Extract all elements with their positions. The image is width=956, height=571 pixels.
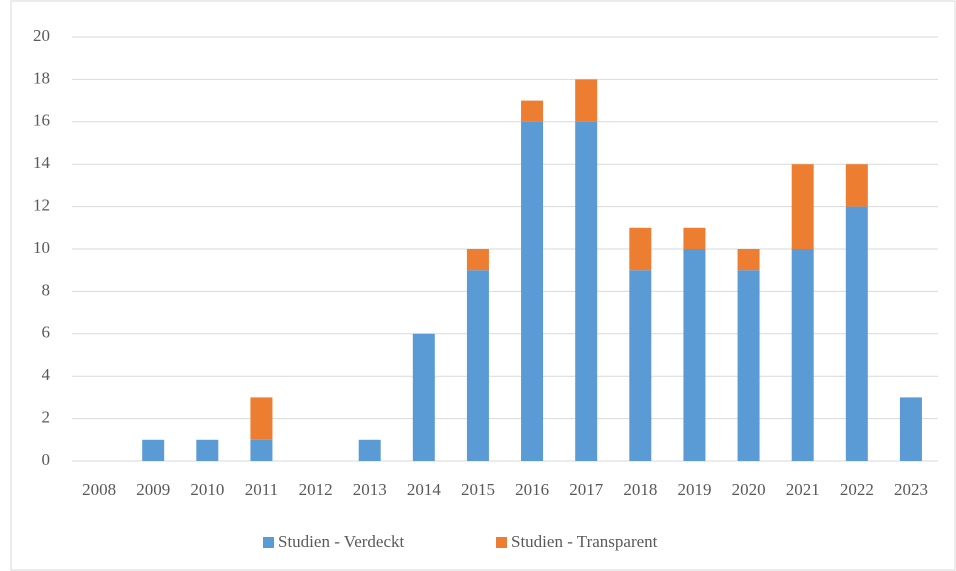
bar-segment <box>250 397 273 440</box>
bar-segment <box>737 270 760 461</box>
legend-swatch <box>496 537 507 548</box>
bar-segment <box>845 206 868 461</box>
x-tick-label: 2010 <box>190 480 224 499</box>
bar-segment <box>629 270 652 461</box>
bar-segment <box>466 270 489 461</box>
legend-label: Studien - Verdeckt <box>278 532 404 551</box>
bar-segment <box>683 227 706 249</box>
x-tick-label: 2016 <box>515 480 549 499</box>
x-tick-label: 2011 <box>245 480 278 499</box>
bar-segment <box>791 249 814 461</box>
x-tick-label: 2023 <box>894 480 928 499</box>
x-tick-label: 2022 <box>840 480 874 499</box>
bar-segment <box>737 249 760 271</box>
bar-segment <box>412 333 435 461</box>
bar-segment <box>845 164 868 207</box>
legend-label: Studien - Transparent <box>511 532 658 551</box>
x-tick-label: 2020 <box>732 480 766 499</box>
x-tick-label: 2008 <box>82 480 116 499</box>
bar-segment <box>899 397 922 461</box>
y-tick-label: 8 <box>42 280 51 299</box>
y-tick-label: 2 <box>42 408 51 427</box>
y-tick-label: 0 <box>42 450 51 469</box>
bar-segment <box>575 121 598 462</box>
bar-segment <box>250 439 273 461</box>
bar-segment <box>521 121 544 462</box>
bar-segment <box>142 439 165 461</box>
x-tick-label: 2015 <box>461 480 495 499</box>
x-tick-label: 2013 <box>353 480 387 499</box>
y-tick-label: 10 <box>33 238 50 257</box>
bar-segment <box>196 439 219 461</box>
legend-swatch <box>263 537 274 548</box>
bar-segment <box>466 249 489 271</box>
x-tick-label: 2014 <box>407 480 442 499</box>
x-tick-label: 2021 <box>786 480 820 499</box>
y-tick-label: 20 <box>33 26 50 45</box>
bar-segment <box>683 249 706 461</box>
x-tick-label: 2018 <box>623 480 657 499</box>
y-tick-label: 14 <box>33 153 51 172</box>
y-tick-label: 18 <box>33 68 50 87</box>
bar-segment <box>358 439 381 461</box>
bar-segment <box>629 227 652 271</box>
x-tick-label: 2012 <box>299 480 333 499</box>
x-tick-label: 2009 <box>136 480 170 499</box>
bar-segment <box>521 100 544 122</box>
x-tick-label: 2019 <box>677 480 711 499</box>
y-tick-label: 6 <box>42 323 51 342</box>
bar-segment <box>791 164 814 249</box>
bar-segment <box>575 79 598 122</box>
x-tick-label: 2017 <box>569 480 604 499</box>
y-tick-label: 12 <box>33 196 50 215</box>
y-tick-label: 16 <box>33 111 50 130</box>
y-tick-label: 4 <box>42 365 51 384</box>
